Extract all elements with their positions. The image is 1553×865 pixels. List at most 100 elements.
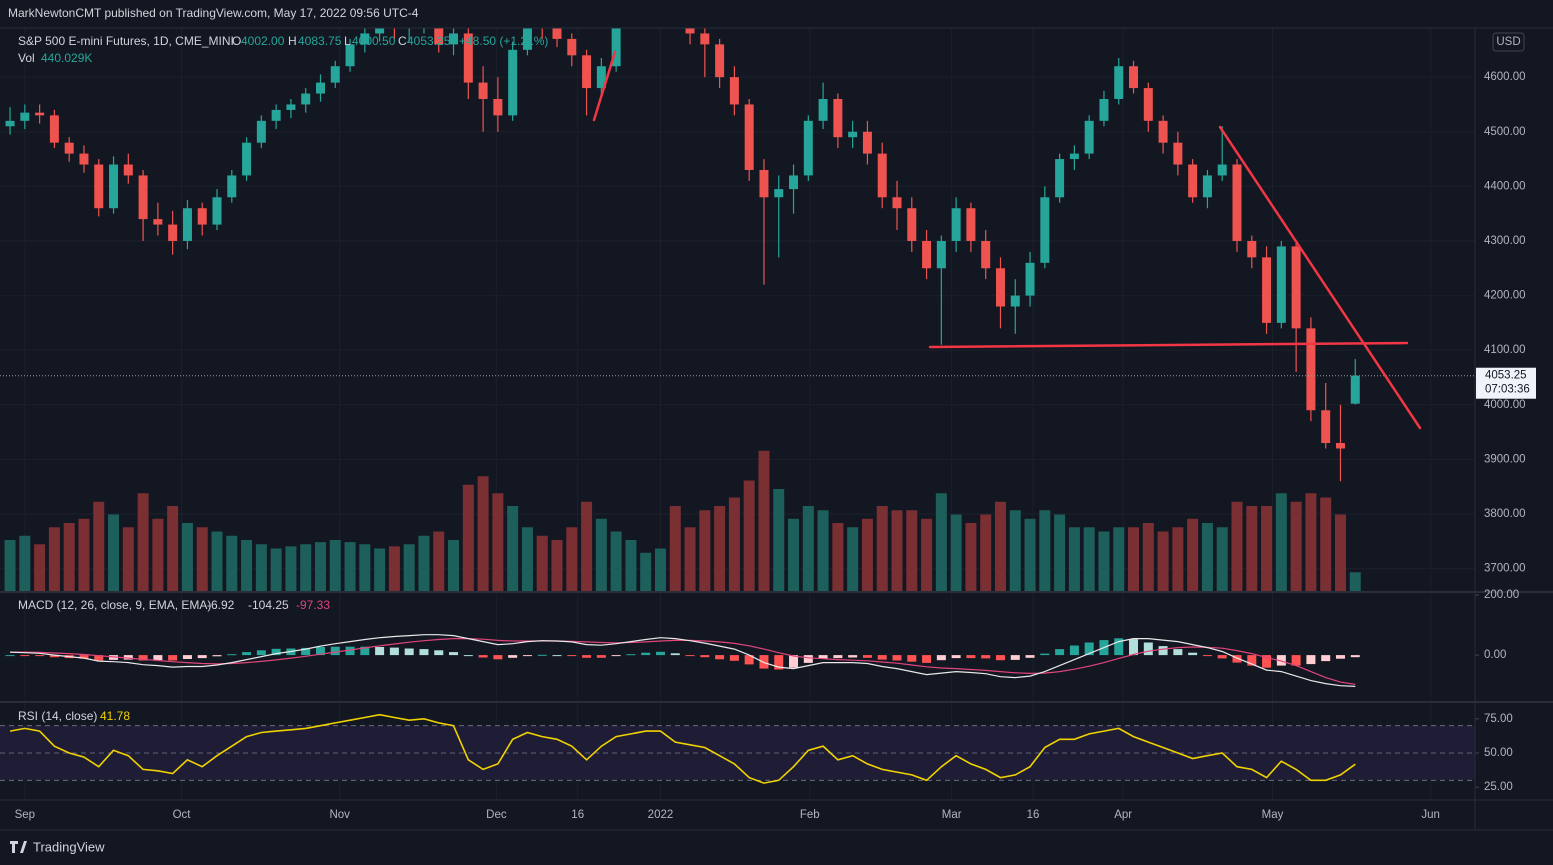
y-tick-label: 0.00 [1484,649,1506,661]
volume-bar [758,450,770,591]
candle-body [611,28,621,67]
macd-histogram-bar [655,651,665,656]
macd-histogram-bar [449,652,459,656]
volume-bar [1290,501,1302,591]
macd-histogram-bar [892,655,902,661]
volume-bar [654,548,666,591]
macd-histogram-bar [715,655,725,660]
macd-histogram-bar [1173,649,1183,656]
candle-body [1276,246,1286,323]
volume-bar [1113,527,1125,591]
ohlc-value: 4000.50 [352,34,396,48]
macd-histogram-bar [1040,653,1050,656]
short-trendline [592,50,617,122]
candle-body [493,98,503,116]
volume-bar [1305,493,1317,591]
candle-body [1069,153,1079,160]
volume-bar [241,540,253,591]
macd-histogram-bar [1025,655,1035,658]
ohlc-value: 4002.00 [241,34,285,48]
macd-histogram-bar [759,655,769,669]
macd-histogram-bar [315,647,325,656]
volume-bar [270,548,282,591]
volume-bar [63,523,75,591]
macd-histogram-bar [567,655,577,657]
currency[interactable]: USD [1496,36,1520,48]
y-tick-label: 4600.00 [1484,71,1526,83]
volume-bar [817,510,829,591]
candle-body [789,175,799,190]
candle-body [877,153,887,198]
candle-body [729,77,739,105]
volume-bar [625,540,637,591]
candle-body [271,109,281,121]
macd-histogram-bar [1158,646,1168,656]
macd-histogram-bar [49,655,59,658]
volume-value: 440.029K [41,51,92,65]
macd-histogram-bar [537,654,547,656]
macd-histogram-bar [1143,642,1153,656]
y-tick-label: 4100.00 [1484,344,1526,356]
macd-histogram-bar [1188,652,1198,656]
ohlc-value: 4083.75 [298,34,342,48]
x-tick-label: Feb [800,809,820,821]
volume-bar [492,493,504,591]
volume-bar [743,480,755,591]
volume-bar [1187,518,1199,591]
x-tick-label: Jun [1421,809,1440,821]
macd-histogram-bar [227,654,237,656]
macd-histogram-bar [803,655,813,663]
header-bar [0,0,1553,28]
volume-bar [122,527,134,591]
candle-body [153,219,163,225]
candle-body [94,164,104,209]
candle-body [981,240,991,269]
candle-body [256,120,266,143]
macd-histogram-bar [1129,639,1139,656]
x-tick-label: Oct [173,809,192,821]
candle-body [1335,443,1345,449]
candle-body [582,55,592,89]
candle-body [759,169,769,198]
macd-histogram-bar [552,655,562,657]
volume-bar [832,523,844,591]
macd-histogram-bar [20,655,30,657]
candle-body [907,208,917,241]
currency-box[interactable] [1492,32,1525,52]
candle-body [951,208,961,241]
candle-body [1129,66,1139,89]
brand-logo [10,841,27,853]
candle-body [833,98,843,138]
candle-body [242,142,252,176]
macd-histogram-bar [493,655,503,660]
candle-body [123,164,133,176]
macd-histogram-bar [907,655,917,662]
ohlc-name: C [398,34,407,48]
volume-bar [876,506,888,591]
volume-bar [285,546,297,591]
volume-bar [773,489,785,591]
volume-bar [196,527,208,591]
y-tick-label: 25.00 [1484,781,1513,793]
candle-body [1084,120,1094,154]
ohlc-name: H [288,34,297,48]
macd-histogram-bar [5,655,15,657]
macd-histogram-bar [1276,655,1286,666]
volume-bar [507,506,519,591]
volume-bar [1009,510,1021,591]
rsi-line [9,713,1356,784]
candle-body [1321,410,1331,444]
macd-value: -104.25 [248,598,289,612]
volume-bar [1142,523,1154,591]
rsi-title: RSI (14, close) [18,709,97,723]
candle-body [803,120,813,176]
candle-body [212,197,222,225]
volume-bar [921,518,933,591]
volume-bar [906,510,918,591]
volume-bar [994,501,1006,591]
x-tick-label: Nov [329,809,350,821]
downtrend-line [1218,125,1422,430]
candle-body [1291,246,1301,329]
y-tick-label: 4500.00 [1484,126,1526,138]
